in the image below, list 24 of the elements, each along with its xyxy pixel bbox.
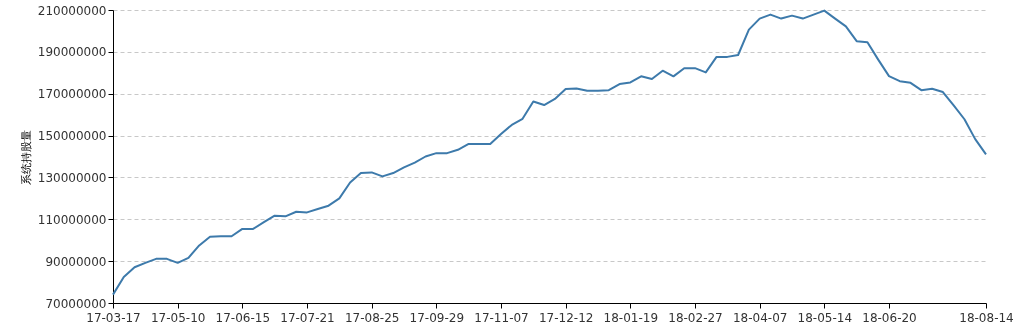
x-tick-label: 18-02-27 bbox=[668, 310, 723, 325]
x-tick-label: 17-08-25 bbox=[344, 310, 400, 325]
x-tick-label: 17-07-21 bbox=[280, 310, 335, 325]
x-tick-label: 17-09-29 bbox=[409, 310, 465, 325]
y-tick-label: 150000000 bbox=[37, 129, 107, 144]
x-tick-label: 18-06-20 bbox=[862, 310, 917, 325]
x-tick-label: 17-12-12 bbox=[538, 310, 594, 325]
y-axis-title: 系统持股量 bbox=[19, 129, 33, 185]
y-tick-label: 110000000 bbox=[37, 212, 107, 227]
x-tick-label: 18-05-14 bbox=[797, 310, 853, 325]
x-tick-label: 18-01-19 bbox=[603, 310, 659, 325]
y-tick-label: 170000000 bbox=[37, 87, 107, 102]
x-tick-label: 17-06-15 bbox=[215, 310, 271, 325]
y-tick-label: 190000000 bbox=[37, 45, 107, 60]
line-series bbox=[112, 9, 987, 296]
x-tick-label: 18-08-14 bbox=[959, 310, 1014, 325]
x-tick-label: 18-04-07 bbox=[732, 310, 788, 325]
y-tick-label: 130000000 bbox=[37, 170, 107, 185]
x-tick-label: 17-11-07 bbox=[474, 310, 529, 325]
x-tick-label: 17-05-10 bbox=[150, 310, 206, 325]
y-tick-label: 90000000 bbox=[45, 254, 107, 269]
x-tick-label: 17-03-17 bbox=[86, 310, 141, 325]
y-tick-label: 210000000 bbox=[37, 3, 107, 18]
y-tick-label: 70000000 bbox=[45, 296, 107, 311]
